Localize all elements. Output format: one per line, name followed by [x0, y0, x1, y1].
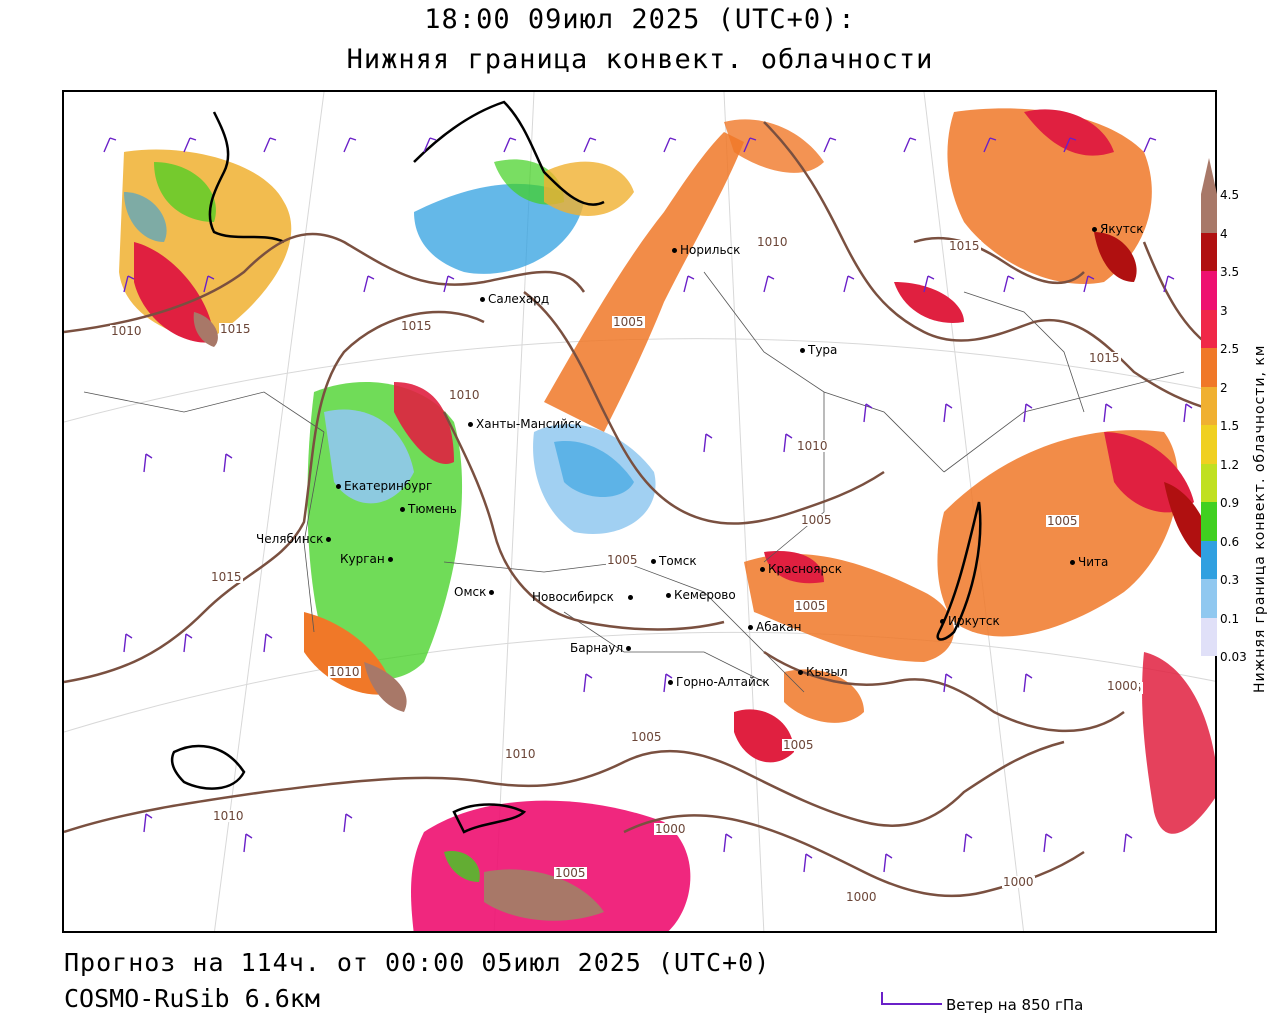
- color-scale-tick: 0.9: [1220, 496, 1240, 510]
- isobar-label: 1015: [1088, 351, 1121, 365]
- map-canvas: [64, 92, 1215, 931]
- city-marker: Иркутск: [940, 614, 1000, 628]
- isobar-label: 1010: [328, 665, 361, 679]
- color-scale-swatch: [1201, 463, 1217, 502]
- wind-legend-icon: [881, 992, 942, 1005]
- city-marker: Барнаул: [570, 641, 634, 655]
- city-marker: Красноярск: [760, 562, 842, 576]
- city-marker: Горно-Алтайск: [668, 675, 770, 689]
- city-marker: Ханты-Мансийск: [468, 417, 582, 431]
- isobar-label: 1010: [448, 388, 481, 402]
- city-marker: Норильск: [672, 243, 740, 257]
- city-marker: Челябинск: [256, 532, 334, 546]
- isobar-label: 1015: [948, 239, 981, 253]
- wind-legend-label: Ветер на 850 гПа: [946, 996, 1084, 1014]
- city-marker: Абакан: [748, 620, 801, 634]
- color-scale-swatch: [1201, 502, 1217, 541]
- isobar-label: 1015: [219, 322, 252, 336]
- color-scale-tick: 0.6: [1220, 534, 1240, 549]
- color-scale-tick: 1.2: [1220, 457, 1240, 472]
- color-scale-swatch: [1201, 540, 1217, 579]
- city-marker: Чита: [1070, 555, 1108, 569]
- map-subtitle: Нижняя граница конвект. облачности: [346, 44, 934, 75]
- isobars: [64, 121, 1215, 898]
- city-marker: Новосибирск: [532, 590, 636, 604]
- color-scale-tick: 0.03: [1220, 650, 1247, 664]
- color-scale-tick: 0.3: [1220, 573, 1240, 587]
- city-marker: Якутск: [1092, 222, 1144, 236]
- weather-map: 1010 1015 1015 1010 1005 1010 1005 1005 …: [62, 90, 1217, 933]
- isobar-label: 1010: [756, 235, 789, 249]
- color-scale-swatch: [1201, 617, 1217, 656]
- isobar-label: 1000: [654, 822, 687, 836]
- color-scale-tick: 1.5: [1220, 419, 1240, 433]
- isobar-label: 1010: [212, 809, 245, 823]
- city-marker: Тюмень: [400, 502, 457, 516]
- color-scale-swatch: [1201, 232, 1217, 271]
- isobar-label: 1010: [796, 439, 829, 453]
- coastlines: [170, 100, 982, 834]
- color-scale-tick: 0.1: [1220, 611, 1240, 626]
- isobar-label: 1015: [210, 570, 243, 584]
- forecast-info: Прогноз на 114ч. от 00:00 05июл 2025 (UT…: [64, 948, 771, 977]
- isobar-label: 1005: [800, 513, 833, 527]
- city-marker: Екатеринбург: [336, 479, 432, 493]
- color-scale-tick: 3.5: [1220, 265, 1240, 279]
- model-name: COSMO-RuSib 6.6км: [64, 984, 320, 1013]
- city-marker: Курган: [340, 552, 396, 566]
- isobar-label: 1005: [630, 730, 663, 744]
- isobar-label: 1005: [606, 553, 639, 567]
- color-scale-title: Нижняя граница конвект. облачности, км: [1252, 344, 1268, 693]
- city-marker: Салехард: [480, 292, 549, 306]
- color-scale-cap: [1201, 158, 1217, 194]
- isobar-label: 1000: [845, 890, 878, 904]
- isobar-label: 1000: [1002, 875, 1035, 889]
- color-scale-tick: 4.5: [1220, 188, 1240, 202]
- isobar-label: 1000: [1106, 679, 1139, 693]
- wind-barbs: [103, 137, 1193, 873]
- color-scale-tick: 3: [1220, 303, 1228, 318]
- city-marker: Томск: [651, 554, 697, 568]
- city-marker: Кемерово: [666, 588, 736, 602]
- color-scale-swatch: [1201, 386, 1217, 425]
- color-scale-swatch: [1201, 425, 1217, 464]
- color-scale-tick: 4: [1220, 226, 1228, 241]
- map-title: 18:00 09июл 2025 (UTC+0):: [424, 4, 856, 35]
- city-marker: Кызыл: [798, 665, 848, 679]
- isobar-label: 1005: [794, 599, 827, 613]
- color-scale-swatch: [1201, 348, 1217, 387]
- city-marker: Тура: [800, 343, 837, 357]
- isobar-label: 1005: [554, 866, 587, 880]
- isobar-label: 1015: [400, 319, 433, 333]
- color-scale-swatch: [1201, 579, 1217, 618]
- color-scale-swatch: [1201, 194, 1217, 233]
- color-scale-tick: 2: [1220, 380, 1228, 395]
- isobar-label: 1010: [110, 324, 143, 338]
- color-scale-tick: 2.5: [1220, 342, 1240, 356]
- admin-borders: [83, 271, 1185, 693]
- isobar-label: 1005: [782, 738, 815, 752]
- isobar-label: 1010: [504, 747, 537, 761]
- isobar-label: 1005: [1046, 514, 1079, 528]
- color-scale-swatch: [1201, 271, 1217, 310]
- isobar-label: 1005: [612, 315, 645, 329]
- color-scale-swatch: [1201, 309, 1217, 348]
- cloud-fields: [119, 108, 1215, 931]
- city-marker: Омск: [454, 585, 497, 599]
